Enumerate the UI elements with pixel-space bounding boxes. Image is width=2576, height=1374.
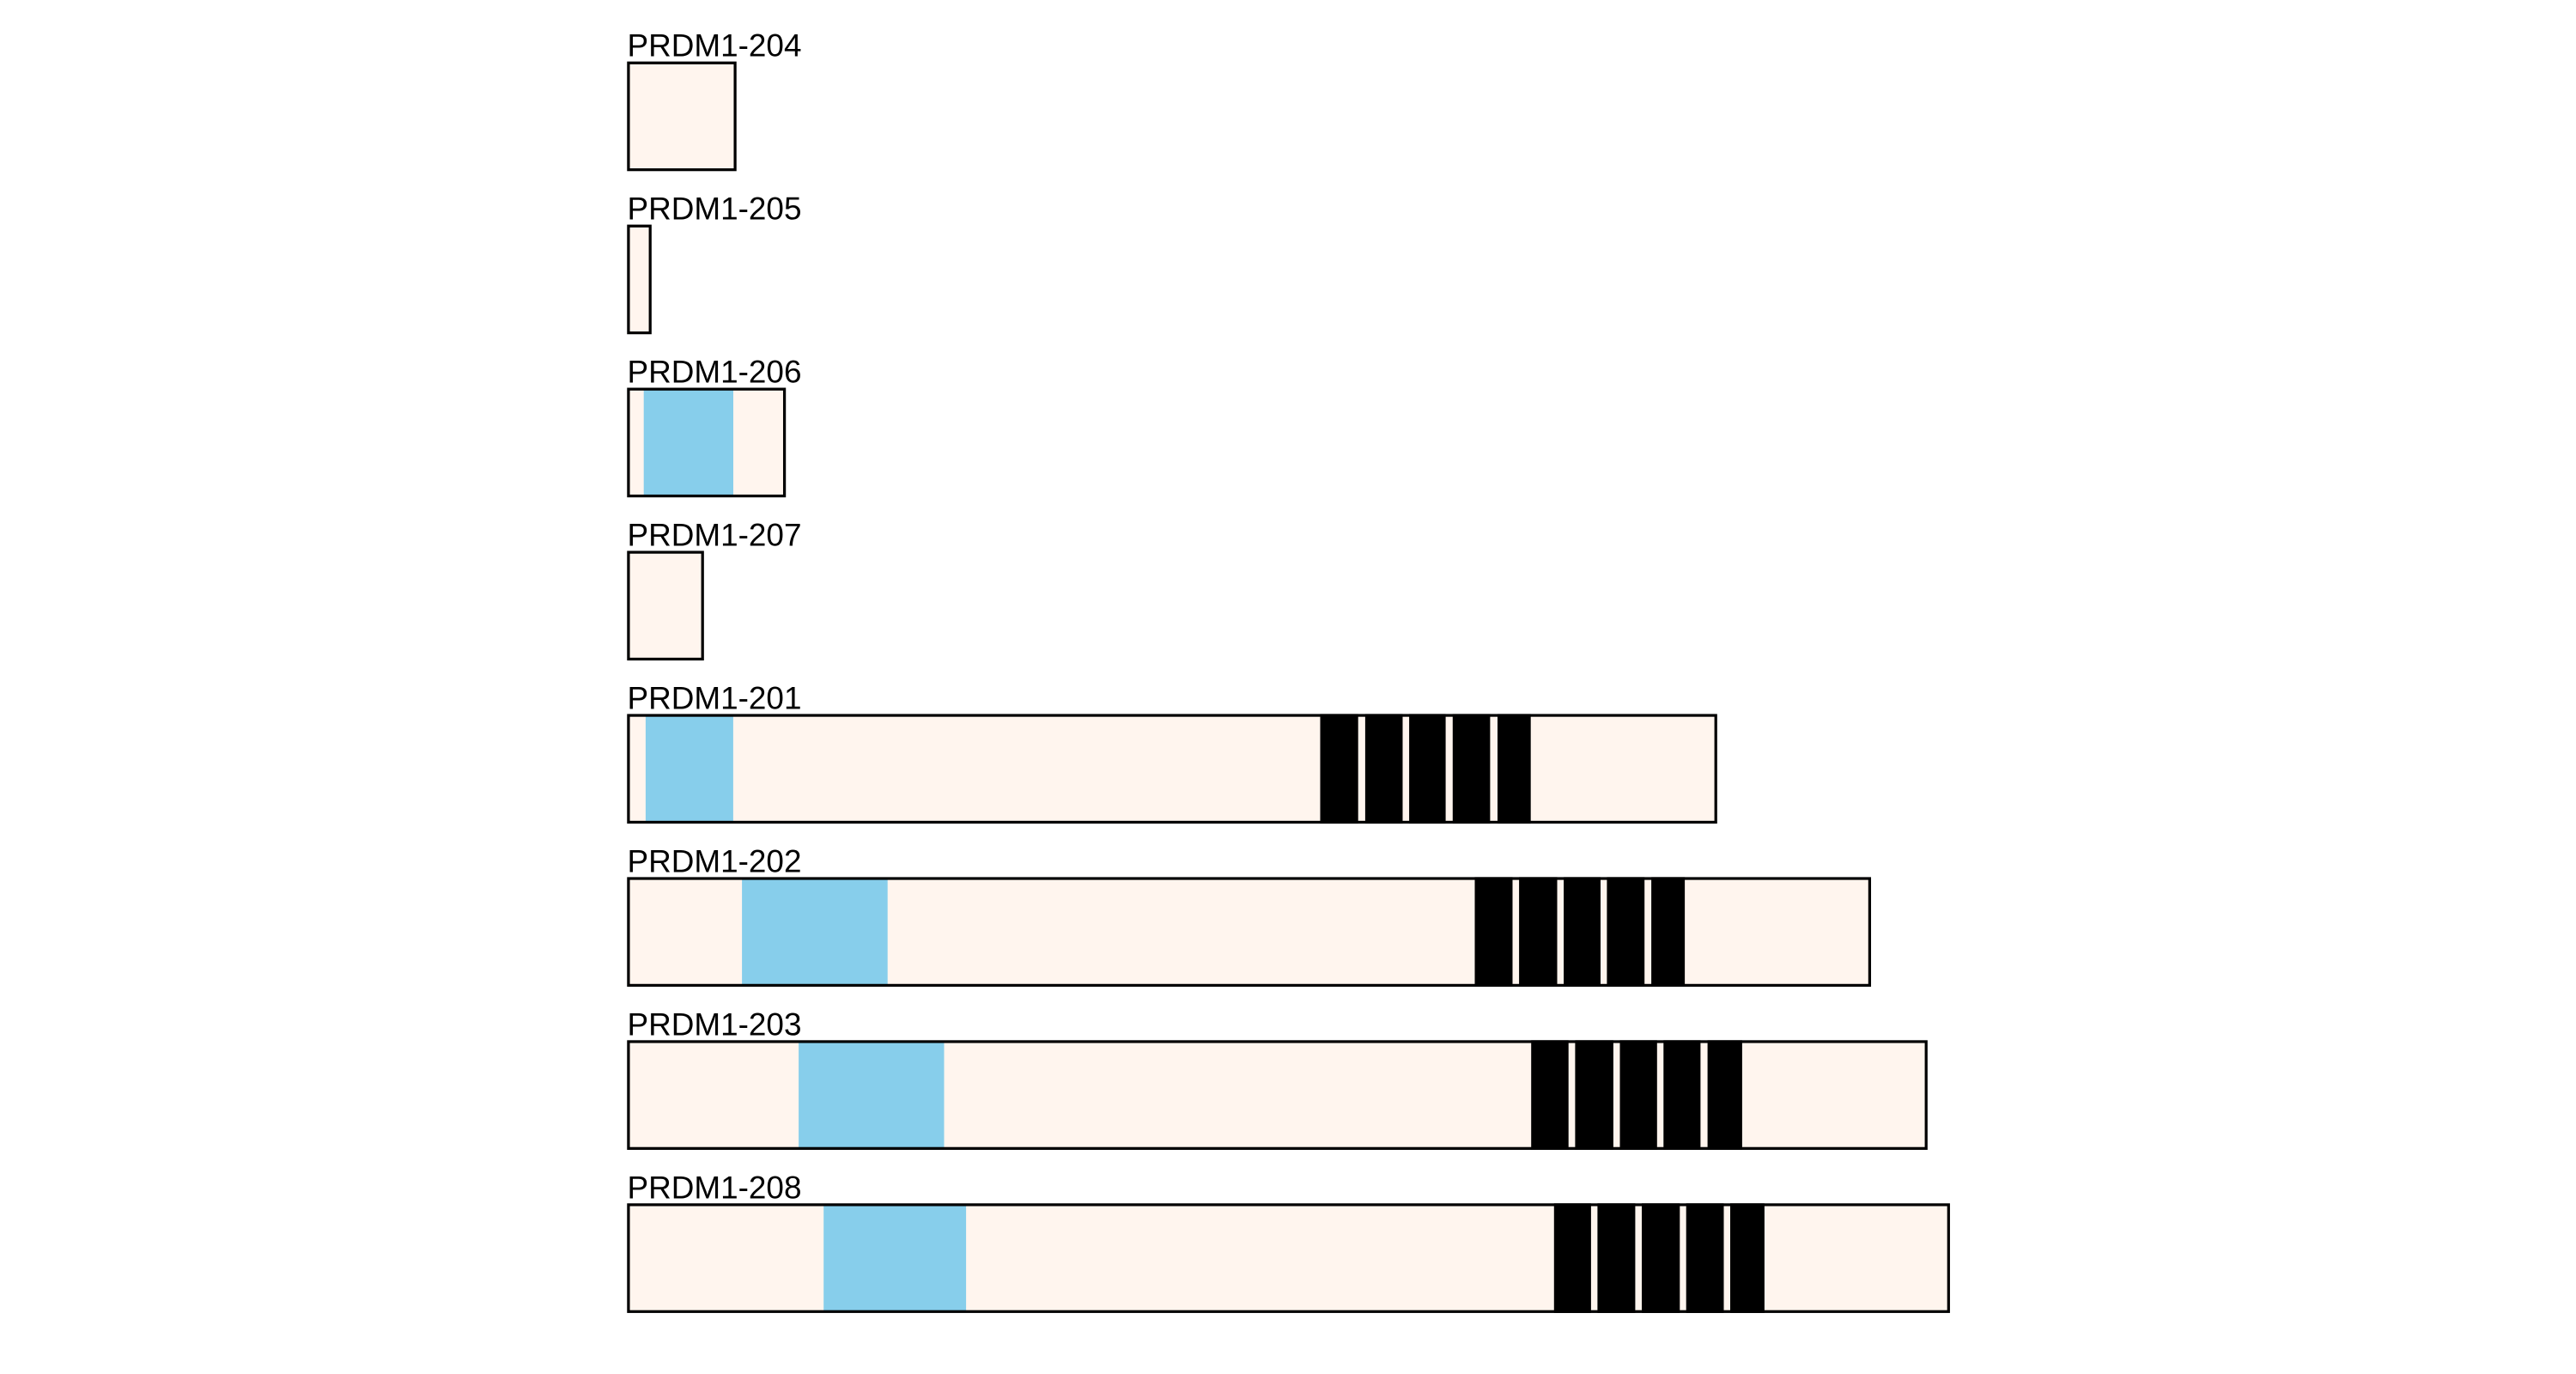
svg-text:PRDM1-207: PRDM1-207 <box>628 518 802 553</box>
svg-text:PRDM1-204: PRDM1-204 <box>628 28 802 64</box>
svg-text:PRDM1-201: PRDM1-201 <box>628 681 802 716</box>
svg-text:PRDM1-203: PRDM1-203 <box>628 1006 802 1042</box>
svg-text:PRDM1-208: PRDM1-208 <box>628 1170 802 1205</box>
svg-text:PRDM1-202: PRDM1-202 <box>628 843 802 879</box>
svg-text:PRDM1-205: PRDM1-205 <box>628 192 802 227</box>
svg-text:PRDM1-206: PRDM1-206 <box>628 355 802 390</box>
